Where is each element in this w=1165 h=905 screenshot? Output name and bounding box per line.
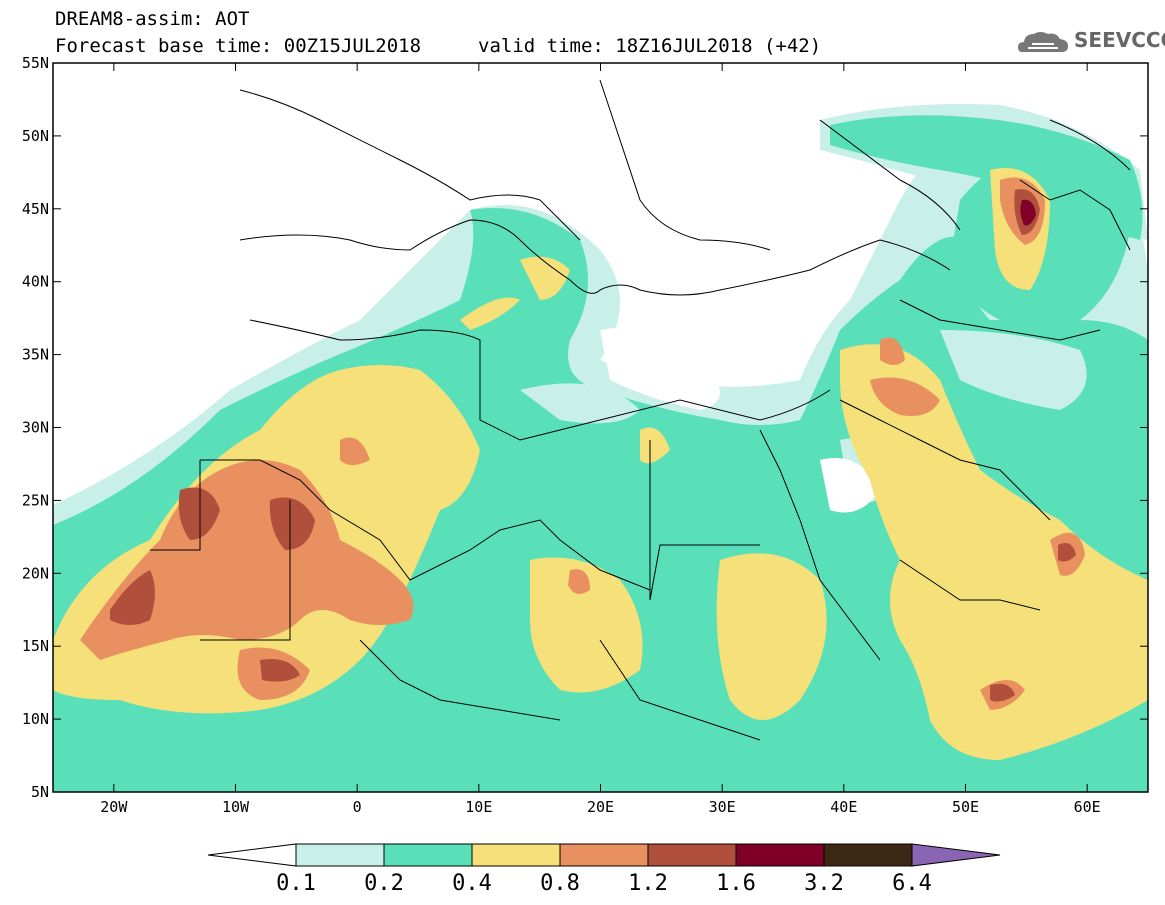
- colorbar-label: 3.2: [804, 871, 844, 896]
- lat-tick-label: 30N: [22, 419, 49, 437]
- chart-title: DREAM8-assim: AOT: [55, 8, 250, 30]
- colorbar-segment: [471, 843, 561, 867]
- colorbar-segment: [295, 843, 385, 867]
- longitude-ticks: 20W 10W 0 10E 20E 30E 40E 50E 60E: [100, 63, 1101, 816]
- lat-tick-label: 25N: [22, 491, 49, 509]
- colorbar-label: 0.4: [452, 871, 492, 896]
- colorbar-label: 6.4: [892, 871, 932, 896]
- colorbar-label: 1.6: [716, 871, 756, 896]
- colorbar-segment: [647, 843, 737, 867]
- lon-tick-label: 60E: [1074, 798, 1101, 816]
- lat-tick-label: 20N: [22, 564, 49, 582]
- lat-tick-label: 5N: [31, 783, 49, 801]
- lon-tick-label: 40E: [830, 798, 857, 816]
- colorbar-label: 0.1: [276, 871, 316, 896]
- colorbar-min-arrow: [207, 843, 297, 867]
- lat-tick-label: 40N: [22, 273, 49, 291]
- colorbar-segment: [559, 843, 649, 867]
- colorbar-segment: [823, 843, 913, 867]
- lat-tick-label: 35N: [22, 346, 49, 364]
- lat-tick-label: 55N: [22, 54, 49, 72]
- colorbar-segment: [735, 843, 825, 867]
- valid-time: valid time: 18Z16JUL2018 (+42): [478, 35, 822, 57]
- colorbar-label: 0.2: [364, 871, 404, 896]
- lon-tick-label: 20W: [100, 798, 128, 816]
- lon-tick-label: 30E: [709, 798, 736, 816]
- lon-tick-label: 10W: [222, 798, 250, 816]
- colorbar-max-arrow: [911, 843, 1001, 867]
- lon-tick-label: 0: [353, 798, 362, 816]
- latitude-ticks: 55N 50N 45N 40N 35N 30N 25N 20N 15N 10N 5N: [22, 54, 1148, 801]
- aot-field: [53, 63, 1148, 792]
- lon-tick-label: 50E: [952, 798, 979, 816]
- lon-tick-label: 20E: [587, 798, 614, 816]
- lat-tick-label: 45N: [22, 200, 49, 218]
- logo-text: SEEVCCC: [1074, 28, 1165, 52]
- colorbar: 0.1 0.2 0.4 0.8 1.2 1.6 3.2 6.4: [207, 843, 1001, 896]
- colorbar-segment: [383, 843, 473, 867]
- lat-tick-label: 10N: [22, 710, 49, 728]
- colorbar-label: 1.2: [628, 871, 668, 896]
- lat-tick-label: 50N: [22, 127, 49, 145]
- colorbar-label: 0.8: [540, 871, 580, 896]
- forecast-base-time: Forecast base time: 00Z15JUL2018: [55, 35, 422, 57]
- lon-tick-label: 10E: [465, 798, 492, 816]
- lat-tick-label: 15N: [22, 637, 49, 655]
- cloud-logo-icon: [1018, 32, 1068, 52]
